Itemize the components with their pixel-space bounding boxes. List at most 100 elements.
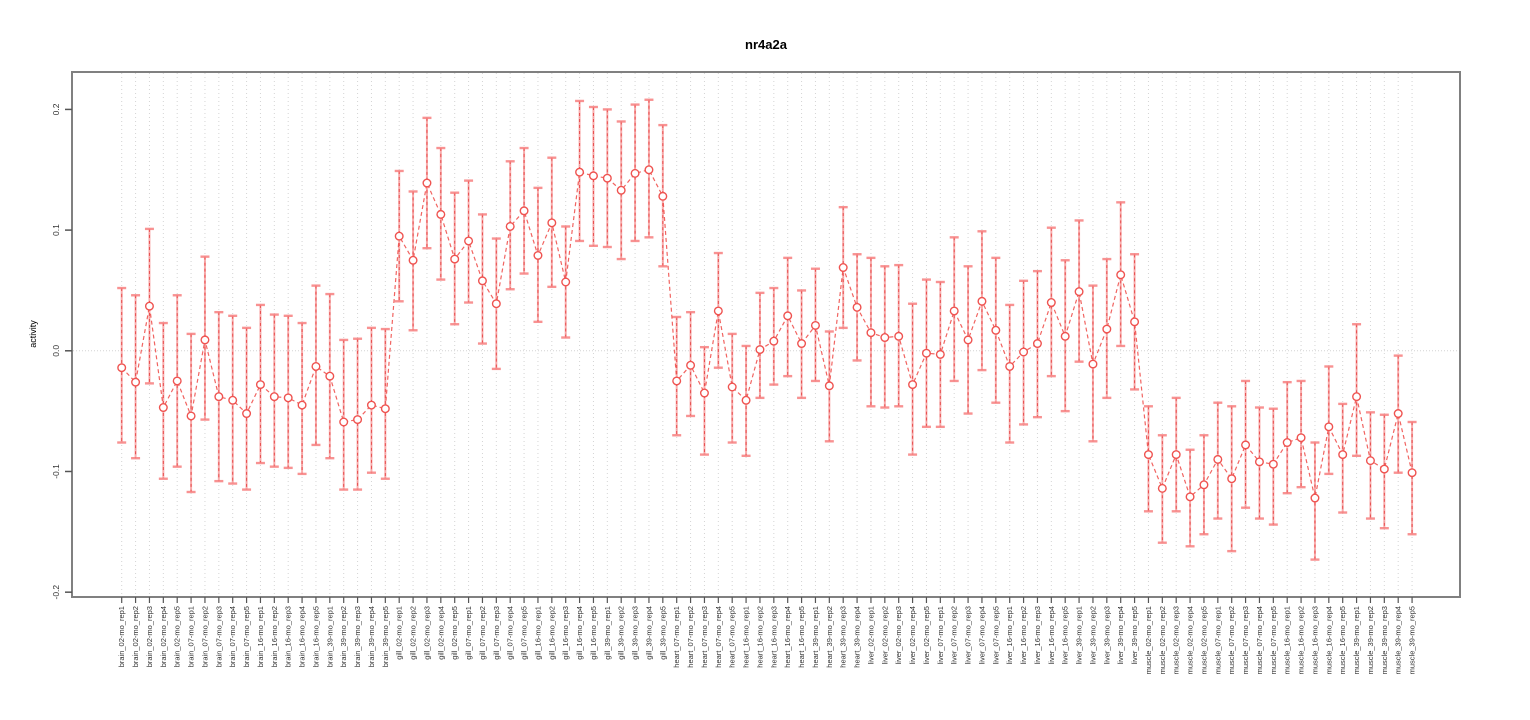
- data-point: [1282, 438, 1292, 448]
- x-tick-label: liver_02-mo_rep3: [894, 606, 903, 664]
- x-tick-label: muscle_16-mo_rep4: [1324, 606, 1333, 674]
- x-tick-label: muscle_39-mo_rep3: [1380, 606, 1389, 674]
- data-point: [1074, 287, 1084, 297]
- x-tick-label: brain_07-mo_rep4: [228, 606, 237, 667]
- data-point: [547, 218, 557, 228]
- data-point: [353, 415, 363, 425]
- data-point: [255, 380, 265, 390]
- x-tick-label: liver_16-mo_rep2: [1019, 606, 1028, 664]
- x-tick-label: gill_02-mo_rep3: [422, 606, 431, 660]
- x-tick-label: liver_16-mo_rep3: [1033, 606, 1042, 664]
- error-bar: [699, 345, 709, 456]
- x-tick-label: brain_02-mo_rep5: [173, 606, 182, 667]
- x-tick-label: muscle_39-mo_rep1: [1352, 606, 1361, 674]
- x-tick-label: muscle_07-mo_rep2: [1227, 606, 1236, 674]
- data-point: [797, 339, 807, 349]
- data-point: [325, 371, 335, 381]
- error-bar: [1282, 380, 1292, 495]
- data-point: [699, 388, 709, 398]
- data-point: [1019, 347, 1029, 357]
- x-tick-label: liver_07-mo_rep2: [950, 606, 959, 664]
- data-point: [1213, 454, 1223, 464]
- x-tick-label: liver_39-mo_rep4: [1116, 606, 1125, 664]
- data-point: [117, 363, 127, 373]
- x-tick-label: brain_16-mo_rep3: [284, 606, 293, 667]
- x-tick-label: brain_39-mo_rep5: [381, 606, 390, 667]
- data-point: [1060, 331, 1070, 341]
- data-point: [380, 404, 390, 414]
- data-point: [242, 409, 252, 419]
- x-tick-label: liver_07-mo_rep4: [977, 606, 986, 664]
- data-point: [1324, 422, 1334, 432]
- data-series: [117, 98, 1417, 561]
- data-point: [658, 191, 668, 201]
- data-point: [921, 348, 931, 358]
- data-point: [1241, 440, 1251, 450]
- data-point: [1102, 324, 1112, 334]
- data-point: [283, 393, 293, 403]
- data-point: [464, 236, 474, 246]
- y-tick-label: -0.1: [51, 464, 61, 479]
- data-point: [616, 185, 626, 195]
- x-tick-label: heart_39-mo_rep3: [839, 606, 848, 668]
- x-tick-label: brain_16-mo_rep2: [270, 606, 279, 667]
- data-point: [602, 173, 612, 183]
- y-tick-label: 0.0: [51, 345, 61, 357]
- x-tick-label: liver_39-mo_rep3: [1102, 606, 1111, 664]
- error-bar: [1352, 323, 1362, 457]
- x-tick-label: gill_16-mo_rep5: [589, 606, 598, 660]
- data-point: [200, 335, 210, 345]
- chart-title: nr4a2a: [745, 37, 788, 52]
- data-point: [866, 328, 876, 338]
- x-tick-label: gill_07-mo_rep5: [520, 606, 529, 660]
- error-bar: [672, 315, 682, 437]
- x-tick-label: muscle_39-mo_rep2: [1366, 606, 1375, 674]
- x-tick-label: muscle_16-mo_rep2: [1297, 606, 1306, 674]
- data-point: [214, 392, 224, 402]
- y-tick-label: 0.1: [51, 224, 61, 236]
- x-tick-label: liver_39-mo_rep1: [1075, 606, 1084, 664]
- x-tick-label: gill_16-mo_rep4: [575, 606, 584, 660]
- data-point: [408, 255, 418, 265]
- x-tick-label: heart_39-mo_rep4: [853, 606, 862, 668]
- data-point: [422, 178, 432, 188]
- data-point: [1046, 298, 1056, 308]
- grid-layer: [73, 73, 1459, 596]
- x-tick-label: brain_07-mo_rep3: [214, 606, 223, 667]
- x-tick-label: brain_16-mo_rep1: [256, 606, 265, 667]
- y-axis-label: activity: [28, 320, 38, 348]
- x-tick-label: liver_02-mo_rep5: [922, 606, 931, 664]
- data-point: [477, 276, 487, 286]
- x-tick-label: heart_07-mo_rep1: [672, 606, 681, 668]
- data-point: [311, 361, 321, 371]
- error-bar: [1407, 420, 1417, 536]
- error-bar: [769, 286, 779, 386]
- x-tick-label: gill_39-mo_rep3: [631, 606, 640, 660]
- data-point: [491, 299, 501, 309]
- data-point: [1088, 359, 1098, 369]
- error-bar: [283, 314, 293, 470]
- x-tick-label: gill_39-mo_rep1: [603, 606, 612, 660]
- plot-border: [71, 71, 1461, 598]
- error-bar: [269, 313, 279, 468]
- data-point: [769, 336, 779, 346]
- x-tick-label: brain_39-mo_rep4: [367, 606, 376, 667]
- x-tick-label: gill_39-mo_rep2: [617, 606, 626, 660]
- y-tick-label: -0.2: [51, 585, 61, 600]
- data-point: [1296, 433, 1306, 443]
- data-point: [894, 331, 904, 341]
- data-point: [963, 335, 973, 345]
- data-point: [880, 333, 890, 343]
- x-tick-label: gill_16-mo_rep3: [561, 606, 570, 660]
- data-point: [1254, 457, 1264, 467]
- data-point: [1393, 409, 1403, 419]
- x-tick-label: heart_07-mo_rep4: [714, 606, 723, 668]
- x-tick-label: heart_16-mo_rep1: [742, 606, 751, 668]
- data-point: [575, 167, 585, 177]
- x-tick-label: heart_39-mo_rep2: [825, 606, 834, 668]
- x-tick-label: muscle_07-mo_rep1: [1213, 606, 1222, 674]
- x-tick-label: brain_16-mo_rep4: [298, 606, 307, 667]
- x-tick-label: brain_39-mo_rep1: [325, 606, 334, 667]
- data-point: [824, 381, 834, 391]
